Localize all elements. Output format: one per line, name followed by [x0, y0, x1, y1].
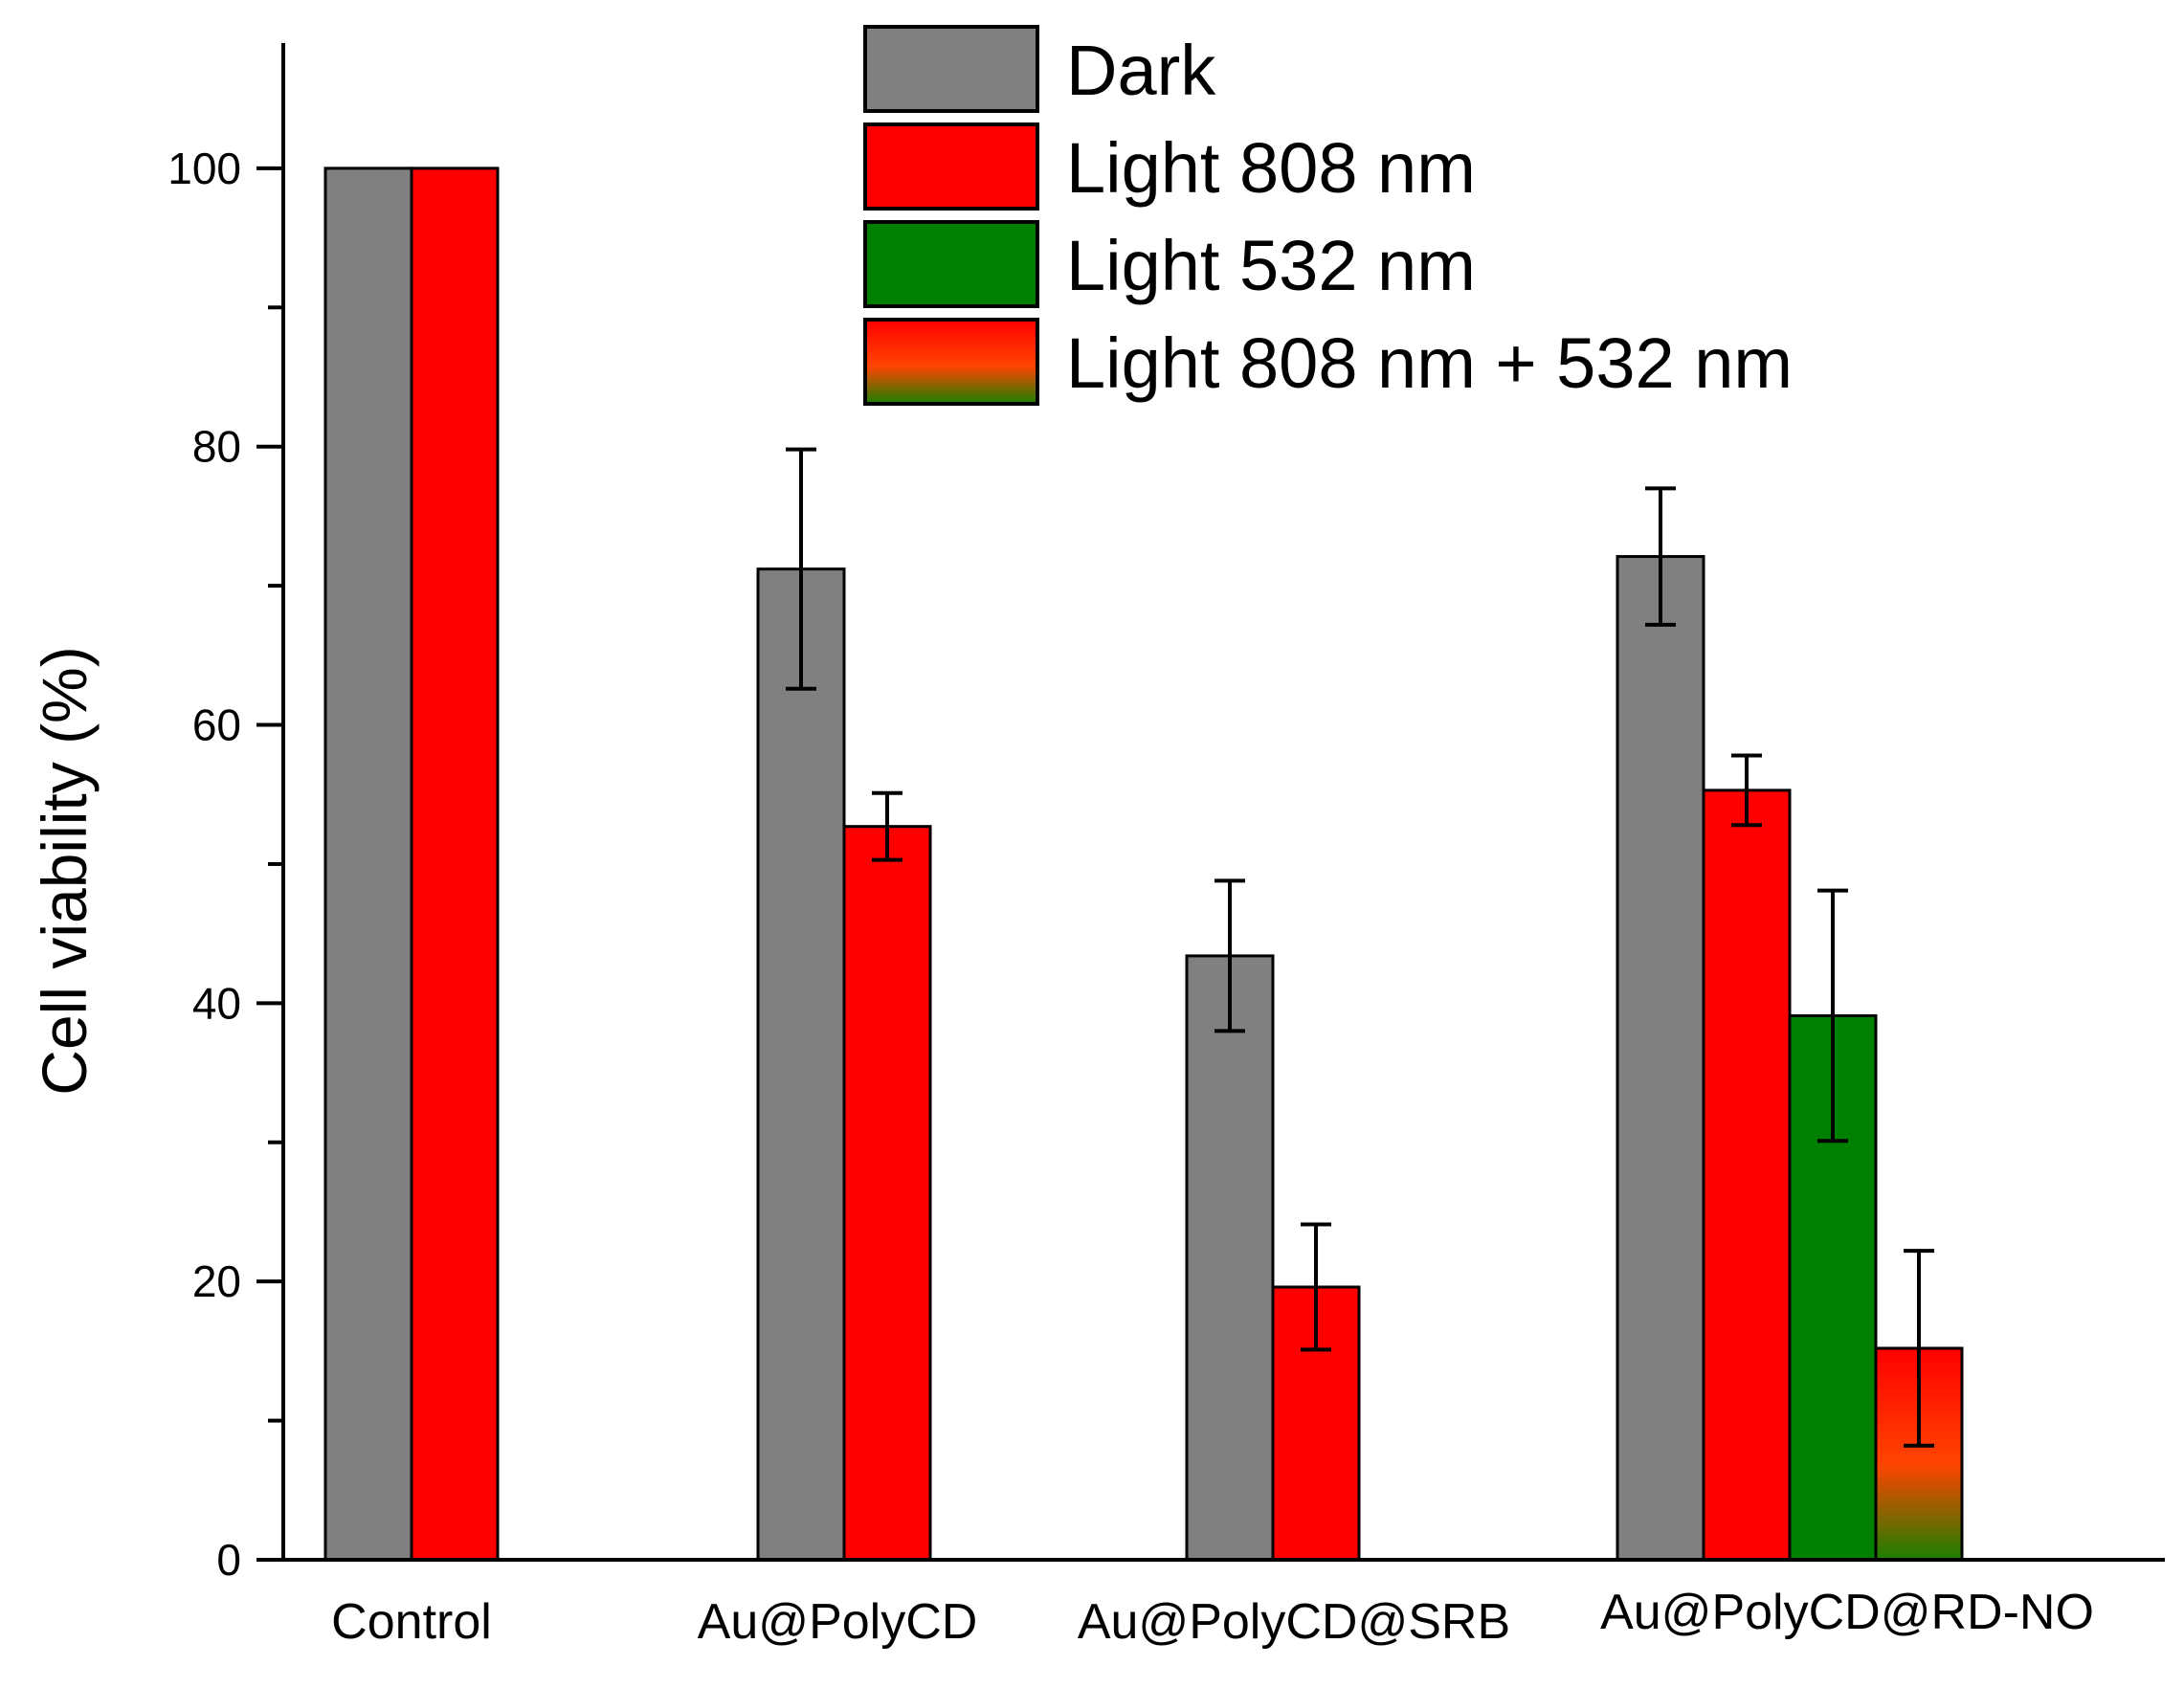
legend-label: Dark: [1066, 31, 1216, 110]
legend-label: Light 808 nm + 532 nm: [1066, 323, 1793, 403]
bar-au-polycd-rd-no-dark: [1616, 555, 1705, 1562]
error-bar-au-polycd-rd-no-light-808-nm-532-nm: [1904, 1249, 1934, 1448]
y-tick-label: 60: [192, 700, 241, 750]
legend-label: Light 808 nm: [1066, 128, 1476, 208]
legend-item-light-808-nm-532-nm: Light 808 nm + 532 nm: [863, 318, 1793, 406]
bar-au-polycd-rd-no-light-808-nm: [1702, 788, 1792, 1562]
y-tick-label: 40: [192, 978, 241, 1028]
x-tick-label-control: Control: [331, 1594, 492, 1650]
bar-control-dark: [323, 167, 413, 1562]
x-tick-label-au-polycd: Au@PolyCD: [698, 1594, 978, 1650]
error-bar-au-polycd-dark: [786, 447, 816, 691]
x-tick-label-au-polycd-srb: Au@PolyCD@SRB: [1078, 1594, 1510, 1650]
y-axis-title: Cell viability (%): [29, 646, 100, 1095]
error-bar-au-polycd-light-808-nm: [872, 790, 903, 862]
error-bar-au-polycd-rd-no-dark: [1645, 486, 1676, 627]
bar-au-polycd-dark: [756, 567, 846, 1562]
y-tick-label: 100: [167, 144, 241, 193]
legend-swatch: [863, 25, 1039, 113]
plot-area: [323, 167, 1964, 1562]
y-tick-label: 0: [216, 1535, 241, 1585]
legend-swatch: [863, 220, 1039, 308]
error-bar-au-polycd-srb-light-808-nm: [1301, 1222, 1331, 1352]
axes: 0 20 40 60 80 100 Control Au@PolyCD Au@PolyCD@SR…: [167, 43, 2165, 1650]
legend-swatch: [863, 122, 1039, 211]
error-bar-au-polycd-srb-dark: [1215, 878, 1245, 1033]
bar-control-light-808-nm: [410, 167, 500, 1562]
legend-label: Light 532 nm: [1066, 226, 1476, 305]
legend-item-light-808-nm: Light 808 nm: [863, 122, 1476, 211]
x-tick-label-au-polycd-rd-no: Au@PolyCD@RD-NO: [1600, 1585, 2094, 1640]
error-bar-au-polycd-rd-no-light-808-nm: [1731, 753, 1762, 828]
legend-swatch: [863, 318, 1039, 406]
legend: Dark Light 808 nm Light 532 nm Light 808 nm…: [863, 25, 1793, 406]
error-bar-au-polycd-rd-no-light-532-nm: [1817, 888, 1848, 1144]
bar-au-polycd-light-808-nm: [842, 825, 932, 1562]
y-tick-label: 80: [192, 422, 241, 472]
bar-au-polycd-srb-dark: [1185, 954, 1275, 1562]
legend-item-dark: Dark: [863, 25, 1216, 113]
legend-item-light-532-nm: Light 532 nm: [863, 220, 1476, 308]
y-tick-label: 20: [192, 1256, 241, 1306]
